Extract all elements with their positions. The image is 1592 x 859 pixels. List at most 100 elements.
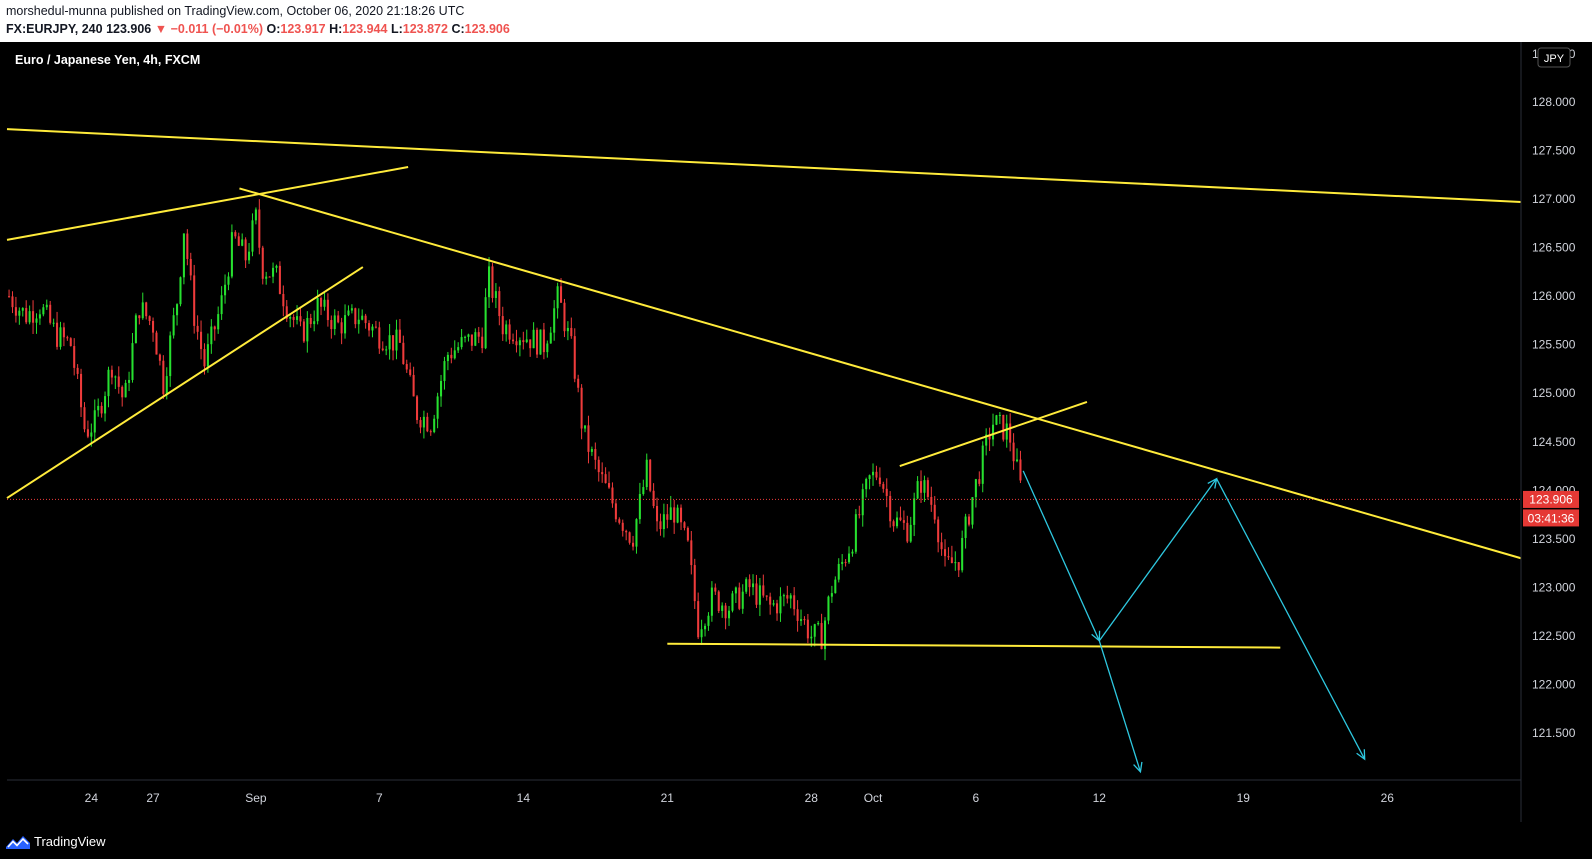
candle-body xyxy=(714,587,717,592)
candle-body xyxy=(549,332,552,344)
candle-body xyxy=(169,335,172,377)
candle-body xyxy=(577,378,580,388)
candle-body xyxy=(32,311,35,323)
time-tick-label: 24 xyxy=(85,791,99,805)
candle-body xyxy=(974,479,977,498)
currency-badge-label: JPY xyxy=(1544,53,1565,65)
candle-body xyxy=(803,619,806,621)
candle-body xyxy=(731,593,734,611)
candle-body xyxy=(203,349,206,367)
candle-body xyxy=(913,498,916,525)
projection-arrow[interactable] xyxy=(1022,470,1100,642)
candle-body xyxy=(762,585,765,596)
candle-body xyxy=(786,595,789,599)
candle-body xyxy=(573,336,576,379)
candle-body xyxy=(189,258,192,276)
candle-body xyxy=(930,496,933,505)
candle-body xyxy=(337,315,340,323)
candle-body xyxy=(494,291,497,298)
candle-body xyxy=(542,329,545,353)
trendline[interactable] xyxy=(6,166,409,241)
candle-body xyxy=(728,610,731,619)
candle-body xyxy=(988,434,991,440)
candle-body xyxy=(512,339,515,342)
candle-body xyxy=(241,239,244,246)
candle-body xyxy=(943,549,947,557)
candle-body xyxy=(933,504,936,520)
last-price-tag-label: 123.906 xyxy=(1529,492,1573,506)
time-axis[interactable]: 24 27 Sep 7 14 21 28 Oct 6 12 19 26 xyxy=(85,791,1395,805)
high-value: 123.944 xyxy=(342,22,388,36)
candle-body xyxy=(186,233,189,259)
candle-body xyxy=(847,553,851,563)
candle-body xyxy=(117,376,120,387)
candle-body xyxy=(25,308,28,323)
candle-body xyxy=(556,286,559,309)
candle-body xyxy=(765,595,768,597)
candle-body xyxy=(371,326,374,331)
candle-body xyxy=(90,432,93,437)
candle-body xyxy=(937,519,940,543)
change-arrow-icon: ▼ xyxy=(154,22,168,36)
chart-background xyxy=(0,42,1592,826)
candle-body xyxy=(148,316,151,321)
projection-arrow[interactable] xyxy=(1215,478,1366,760)
price-tick-label: 126.000 xyxy=(1532,289,1576,303)
projection-arrow[interactable] xyxy=(1098,478,1218,642)
brand-name[interactable]: TradingView xyxy=(34,834,106,849)
projection-arrowhead-icon xyxy=(1133,761,1143,774)
candle-body xyxy=(251,220,254,252)
candle-body xyxy=(93,410,96,433)
candle-body xyxy=(1009,423,1012,443)
projection-arrow[interactable] xyxy=(1098,640,1142,773)
symbol-ohlc-line: FX:EURJPY, 240 123.906 ▼ −0.011 (−0.01%)… xyxy=(6,22,510,36)
candle-body xyxy=(919,481,923,493)
candle-body xyxy=(206,344,209,367)
candle-body xyxy=(570,327,573,337)
candle-body xyxy=(885,488,888,496)
candle-body xyxy=(131,343,134,380)
candle-body xyxy=(213,326,216,330)
candle-body xyxy=(632,542,635,547)
price-tick-label: 122.500 xyxy=(1532,629,1576,643)
candle-body xyxy=(364,315,367,324)
candle-body xyxy=(806,619,809,639)
candle-body xyxy=(950,557,953,564)
trendline[interactable] xyxy=(239,187,1522,560)
candle-body xyxy=(330,320,333,330)
candle-body xyxy=(858,514,861,516)
candle-body xyxy=(947,556,950,558)
candle-body xyxy=(563,302,566,332)
price-tick-label: 123.000 xyxy=(1532,580,1576,594)
candle-body xyxy=(470,334,473,346)
candle-body xyxy=(158,354,161,361)
candle-body xyxy=(998,414,1001,416)
candle-body xyxy=(38,314,41,319)
trendline[interactable] xyxy=(6,266,364,499)
trendline[interactable] xyxy=(667,642,1281,649)
candle-body xyxy=(724,605,727,619)
candle-body xyxy=(460,337,463,348)
candle-body xyxy=(419,420,422,428)
candle-body xyxy=(453,350,456,359)
candle-body xyxy=(717,591,720,611)
projection-layer[interactable] xyxy=(1022,470,1366,774)
candle-body xyxy=(758,585,761,605)
candle-body xyxy=(587,425,590,452)
currency-badge[interactable]: JPY xyxy=(1537,47,1571,68)
publish-header: morshedul-munna published on TradingView… xyxy=(0,0,1592,42)
trendlines-layer[interactable] xyxy=(6,128,1522,649)
trendline[interactable] xyxy=(899,401,1088,467)
chart-title: Euro / Japanese Yen, 4h, FXCM xyxy=(15,53,201,67)
candle-body xyxy=(152,320,155,333)
candle-body xyxy=(981,445,984,484)
candle-body xyxy=(165,376,168,395)
candle-body xyxy=(344,315,347,334)
candle-body xyxy=(426,416,429,432)
candle-body xyxy=(878,477,881,485)
trendline[interactable] xyxy=(6,128,1522,203)
price-chart[interactable]: 128.000 127.500 127.000 126.500 126.000 125.5… xyxy=(0,42,1592,826)
candle-body xyxy=(566,327,569,332)
price-axis[interactable]: 128.000 127.500 127.000 126.500 126.000 125.5… xyxy=(1532,47,1576,740)
candle-body xyxy=(1002,414,1005,440)
